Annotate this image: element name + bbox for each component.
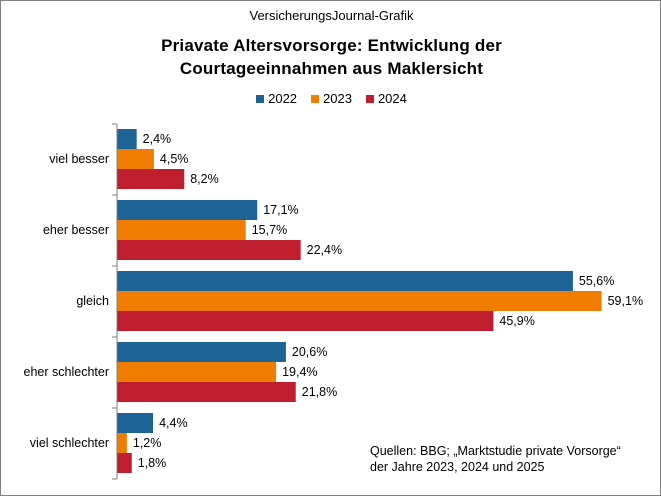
bar-2022 [117,342,286,362]
category-label: viel schlechter [30,436,109,450]
legend-swatch-2022 [256,94,265,103]
bar-2023 [117,220,246,240]
chart-title-line-2: Courtageeinnahmen aus Maklersicht [179,59,484,78]
bar-2024 [117,453,132,473]
data-label: 1,2% [133,436,162,450]
category-label: eher schlechter [24,365,109,379]
data-label: 21,8% [302,385,337,399]
data-label: 1,8% [138,456,167,470]
category-label: gleich [76,294,109,308]
bar-2024 [117,311,494,331]
data-label: 19,4% [282,365,317,379]
bar-2024 [117,169,185,189]
data-label: 20,6% [292,345,327,359]
bar-2023 [117,291,602,311]
bar-2022 [117,413,154,433]
legend-item-2024: 2024 [365,91,407,106]
chart-legend: 2022 2023 2024 [1,91,661,106]
source-line-2: der Jahre 2023, 2024 und 2025 [370,460,545,474]
data-label: 2,4% [143,132,172,146]
bar-2022 [117,129,137,149]
chart-title: Priavate Altersvorsorge: Entwicklung der… [1,34,661,80]
category-label: viel besser [49,152,109,166]
legend-label-2023: 2023 [323,91,352,106]
bar-2023 [117,362,277,382]
data-label: 4,5% [160,152,189,166]
data-label: 45,9% [499,314,534,328]
source-line-1: Quellen: BBG; „Marktstudie private Vorso… [370,444,621,458]
bar-2024 [117,382,296,402]
legend-swatch-2023 [311,94,320,103]
chart-header: VersicherungsJournal-Grafik [249,8,414,23]
category-label: eher besser [43,223,109,237]
bar-2022 [117,200,258,220]
legend-item-2022: 2022 [256,91,297,106]
source-note: Quellen: BBG; „Marktstudie private Vorso… [370,443,621,475]
legend-label-2024: 2024 [377,91,407,106]
legend-label-2022: 2022 [268,91,298,106]
data-label: 59,1% [608,294,643,308]
data-label: 22,4% [307,243,342,257]
bar-2023 [117,433,127,453]
legend-item-2023: 2023 [311,91,352,106]
data-label: 15,7% [252,223,287,237]
bar-2024 [117,240,301,260]
data-label: 17,1% [263,203,298,217]
legend-swatch-2024 [365,94,374,103]
data-label: 55,6% [579,274,614,288]
bar-2022 [117,271,573,291]
chart-title-line-1: Priavate Altersvorsorge: Entwicklung der [161,36,502,55]
bar-2023 [117,149,154,169]
data-label: 4,4% [159,416,188,430]
data-label: 8,2% [190,172,219,186]
